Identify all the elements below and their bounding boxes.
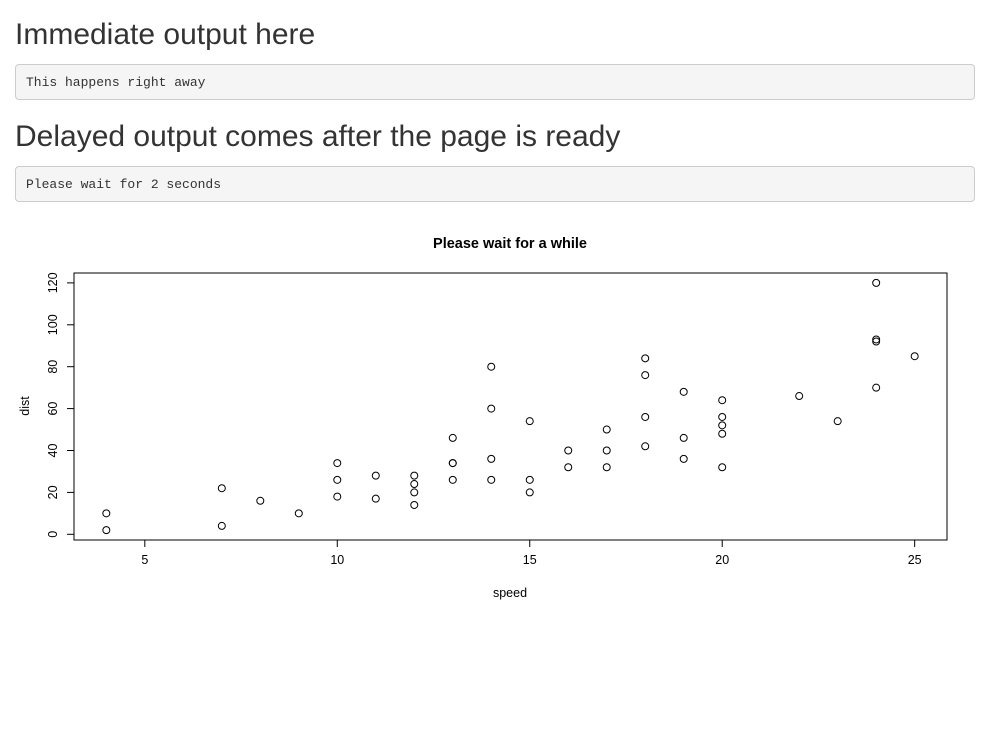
data-point <box>448 459 457 468</box>
data-point <box>641 371 650 380</box>
data-point <box>872 337 881 346</box>
data-point <box>487 475 496 484</box>
data-point <box>371 494 380 503</box>
data-point <box>525 475 534 484</box>
data-point <box>487 454 496 463</box>
data-point <box>833 417 842 426</box>
data-point <box>487 362 496 371</box>
data-point <box>641 442 650 451</box>
x-tick-label: 20 <box>715 553 729 567</box>
data-point <box>641 412 650 421</box>
data-point <box>602 446 611 455</box>
x-axis: 5 10 15 20 25 <box>141 539 922 567</box>
data-point <box>679 387 688 396</box>
x-axis-label: speed <box>493 586 527 600</box>
scatter-plot: Please wait for a while 5 10 15 20 25 0 20 40 6… <box>0 224 992 614</box>
data-point <box>872 278 881 287</box>
data-point <box>487 404 496 413</box>
data-point <box>564 446 573 455</box>
data-point <box>910 352 919 361</box>
y-tick-label: 0 <box>46 531 60 538</box>
immediate-output-text: This happens right away <box>15 64 975 100</box>
data-point <box>602 425 611 434</box>
data-point <box>718 412 727 421</box>
data-point <box>448 433 457 442</box>
data-point <box>525 417 534 426</box>
y-tick-label: 120 <box>46 272 60 293</box>
delayed-output-text: Please wait for 2 seconds <box>15 166 975 202</box>
data-point <box>217 484 226 493</box>
data-point <box>333 475 342 484</box>
y-tick-label: 80 <box>46 360 60 374</box>
delayed-output-heading: Delayed output comes after the page is r… <box>15 120 621 153</box>
data-point <box>795 392 804 401</box>
data-point <box>679 433 688 442</box>
data-point <box>256 496 265 505</box>
data-point <box>371 471 380 480</box>
y-tick-label: 60 <box>46 402 60 416</box>
x-tick-label: 15 <box>523 553 537 567</box>
data-point <box>602 463 611 472</box>
data-point <box>333 459 342 468</box>
x-tick-label: 5 <box>141 553 148 567</box>
data-point <box>872 335 881 344</box>
y-axis: 0 20 40 60 80 100 120 <box>46 272 75 538</box>
x-tick-label: 25 <box>908 553 922 567</box>
y-tick-label: 40 <box>46 443 60 457</box>
data-point <box>102 526 111 535</box>
data-point <box>448 475 457 484</box>
data-point <box>102 509 111 518</box>
data-point <box>564 463 573 472</box>
data-point <box>718 463 727 472</box>
data-points <box>102 278 919 535</box>
data-point <box>718 421 727 430</box>
data-point <box>679 454 688 463</box>
data-point <box>525 488 534 497</box>
y-tick-label: 100 <box>46 314 60 335</box>
data-point <box>294 509 303 518</box>
data-point <box>641 354 650 363</box>
data-point <box>410 471 419 480</box>
data-point <box>217 521 226 530</box>
data-point <box>333 492 342 501</box>
data-point <box>718 396 727 405</box>
plot-title: Please wait for a while <box>433 236 587 252</box>
data-point <box>410 500 419 509</box>
x-tick-label: 10 <box>330 553 344 567</box>
plot-box <box>73 272 948 541</box>
data-point <box>410 488 419 497</box>
data-point <box>410 480 419 489</box>
scatter-plot-svg: Please wait for a while 5 10 15 20 25 0 20 40 6… <box>18 236 948 600</box>
data-point <box>718 429 727 438</box>
y-tick-label: 20 <box>46 485 60 499</box>
y-axis-label: dist <box>18 396 32 416</box>
immediate-output-heading: Immediate output here <box>15 18 316 51</box>
data-point <box>872 383 881 392</box>
